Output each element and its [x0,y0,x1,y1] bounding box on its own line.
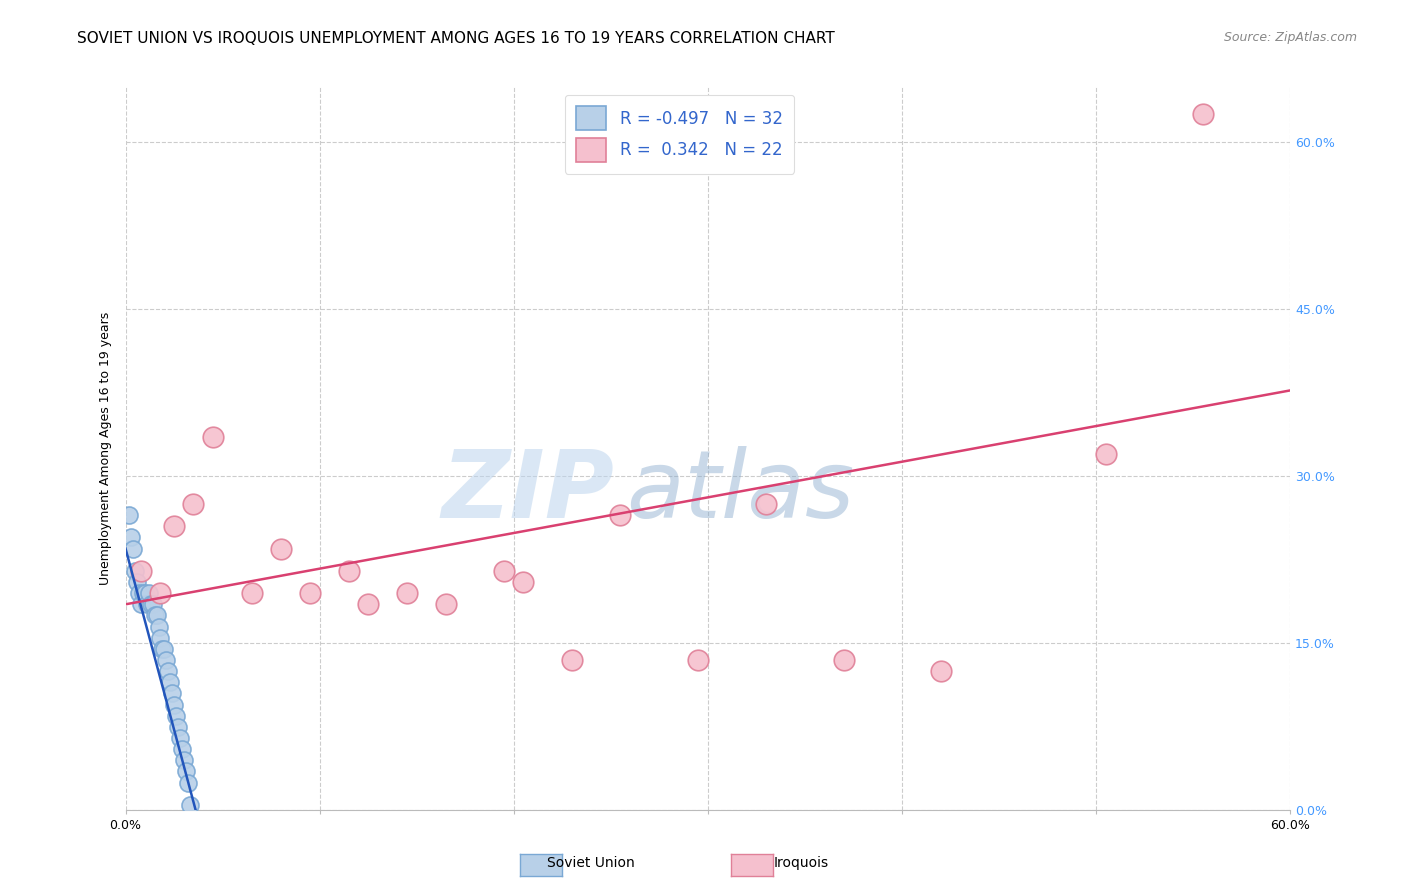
Point [492,564,515,578]
Text: Iroquois: Iroquois [773,855,830,870]
Text: SOVIET UNION VS IROQUOIS UNEMPLOYMENT AMONG AGES 16 TO 19 YEARS CORRELATION CHAR: SOVIET UNION VS IROQUOIS UNEMPLOYMENT AM… [77,31,835,46]
Point [138,586,160,600]
Point [128,586,150,600]
Point [127,574,149,589]
Point [609,508,631,523]
Point [118,508,141,523]
Point [148,619,170,633]
Point [155,653,177,667]
Point [357,597,380,611]
Point [135,597,157,611]
Point [163,698,186,712]
Point [139,597,162,611]
Point [169,731,191,745]
Point [159,675,181,690]
Point [270,541,292,556]
Point [124,564,146,578]
Point [132,586,155,600]
Point [142,597,165,611]
Point [174,764,197,779]
Point [143,608,166,623]
Point [149,586,172,600]
Point [157,664,180,678]
Point [152,641,174,656]
Point [160,686,183,700]
Point [395,586,418,600]
Point [134,586,156,600]
Point [179,797,201,812]
Point [832,653,855,667]
Point [165,708,187,723]
Point [1191,107,1213,121]
Point [149,631,172,645]
Point [755,497,778,511]
Point [145,608,167,623]
Text: Source: ZipAtlas.com: Source: ZipAtlas.com [1223,31,1357,45]
Point [512,574,534,589]
Point [167,720,190,734]
Point [129,564,152,578]
Point [201,430,224,444]
Text: Soviet Union: Soviet Union [547,855,634,870]
Point [298,586,321,600]
Point [176,775,198,789]
Point [434,597,457,611]
Point [561,653,583,667]
Point [1094,447,1116,461]
Y-axis label: Unemployment Among Ages 16 to 19 years: Unemployment Among Ages 16 to 19 years [100,311,112,585]
Point [929,664,952,678]
Point [163,519,186,533]
Point [122,541,145,556]
Point [240,586,263,600]
Point [173,753,195,767]
Point [183,497,205,511]
Point [129,597,152,611]
Point [337,564,360,578]
Point [120,531,142,545]
Text: atlas: atlas [626,446,855,537]
Legend: R = -0.497   N = 32, R =  0.342   N = 22: R = -0.497 N = 32, R = 0.342 N = 22 [565,95,794,174]
Point [170,742,193,756]
Text: ZIP: ZIP [441,446,614,538]
Point [688,653,710,667]
Point [153,641,176,656]
